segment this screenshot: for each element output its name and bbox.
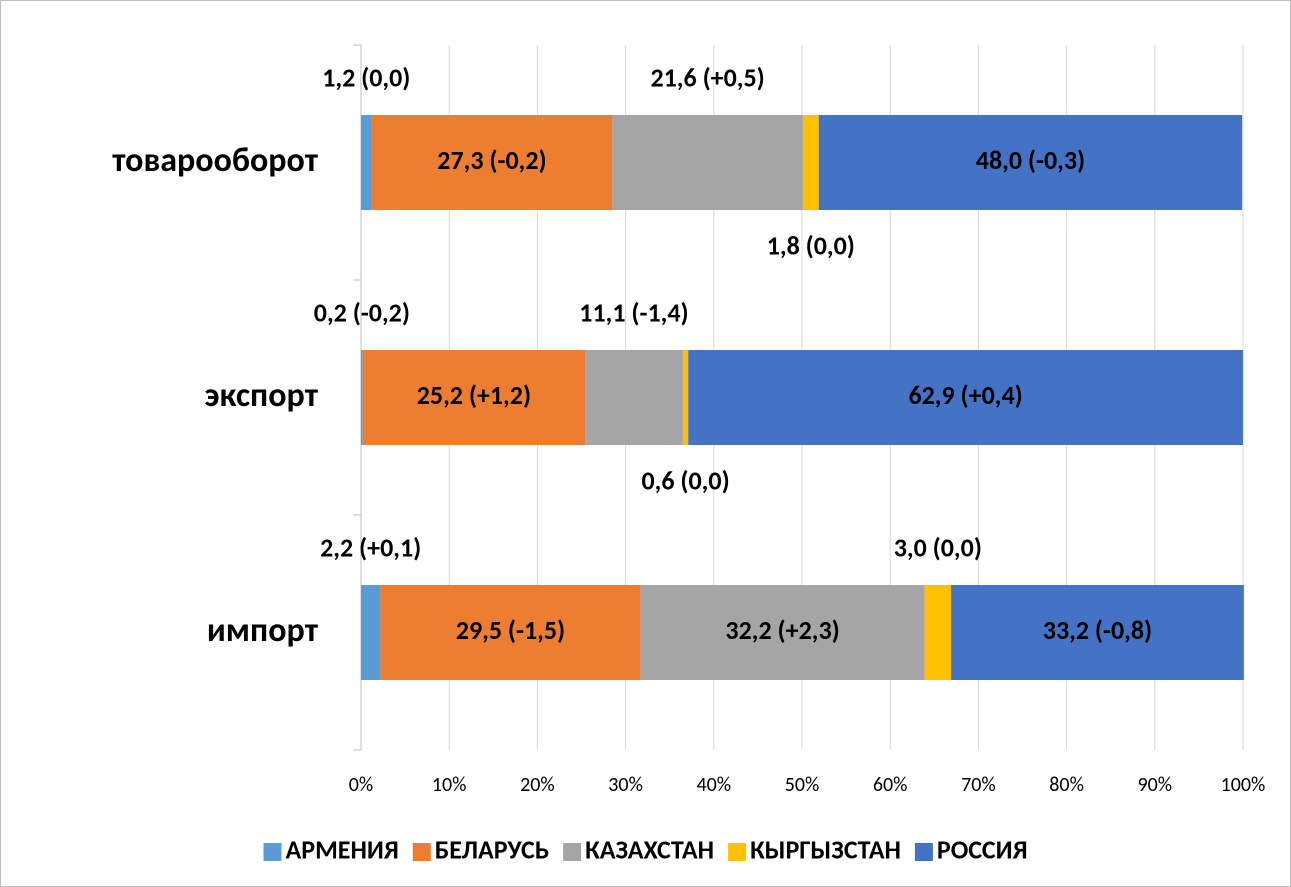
category-label: товарооборот [112, 140, 319, 181]
legend-swatch [563, 843, 582, 861]
legend-label: РОССИЯ [937, 833, 1028, 865]
x-tick-label: 10% [432, 773, 467, 797]
legend-label: АРМЕНИЯ [285, 833, 398, 865]
legend-swatch [263, 843, 282, 861]
legend-label: БЕЛАРУСЬ [435, 833, 549, 865]
bar-segment [361, 350, 363, 445]
category-label: экспорт [205, 375, 319, 416]
data-label: 11,1 (-1,4) [579, 296, 688, 328]
bar-segment [802, 115, 819, 210]
bar-segment [380, 585, 641, 680]
x-tick-label: 30% [608, 773, 643, 797]
legend-label: КЫРГЫЗСТАН [750, 833, 901, 865]
bar-segment [818, 115, 1243, 210]
bar-segment [640, 585, 925, 680]
legend-swatch [412, 843, 431, 861]
data-label: 48,0 (-0,3) [976, 144, 1085, 176]
x-tick-label: 0% [349, 773, 373, 797]
legend-swatch [914, 843, 933, 861]
data-label: 25,2 (+1,2) [417, 379, 531, 411]
legend-swatch [728, 843, 747, 861]
bar-segment [361, 585, 381, 680]
data-label: 33,2 (-0,8) [1043, 614, 1152, 646]
data-label: 3,0 (0,0) [894, 531, 982, 563]
bar-segment [361, 115, 372, 210]
data-label: 1,8 (0,0) [767, 229, 855, 261]
data-label: 0,6 (0,0) [641, 464, 729, 496]
data-label: 1,2 (0,0) [322, 61, 410, 93]
x-tick-label: 60% [873, 773, 908, 797]
bar-segment [951, 585, 1244, 680]
x-tick-label: 90% [1138, 773, 1173, 797]
x-tick-label: 70% [961, 773, 996, 797]
bar-segment [688, 350, 1243, 445]
bar-segment [371, 115, 613, 210]
data-label: 2,2 (+0,1) [320, 531, 421, 563]
bar-segment [362, 350, 586, 445]
bar-segment [682, 350, 689, 445]
data-label: 21,6 (+0,5) [650, 61, 764, 93]
data-label: 29,5 (-1,5) [456, 614, 565, 646]
legend-label: КАЗАХСТАН [585, 833, 714, 865]
data-label: 62,9 (+0,4) [908, 379, 1022, 411]
x-tick-label: 80% [1049, 773, 1084, 797]
x-tick-label: 40% [697, 773, 732, 797]
x-tick-label: 50% [785, 773, 820, 797]
data-label: 27,3 (-0,2) [437, 144, 546, 176]
x-tick-label: 100% [1221, 773, 1266, 797]
x-tick-label: 20% [520, 773, 555, 797]
bar-segment [924, 585, 952, 680]
category-label: импорт [207, 610, 319, 651]
bar-segment [612, 115, 803, 210]
bar-segment [585, 350, 683, 445]
data-label: 32,2 (+2,3) [725, 614, 839, 646]
data-label: 0,2 (-0,2) [314, 296, 410, 328]
